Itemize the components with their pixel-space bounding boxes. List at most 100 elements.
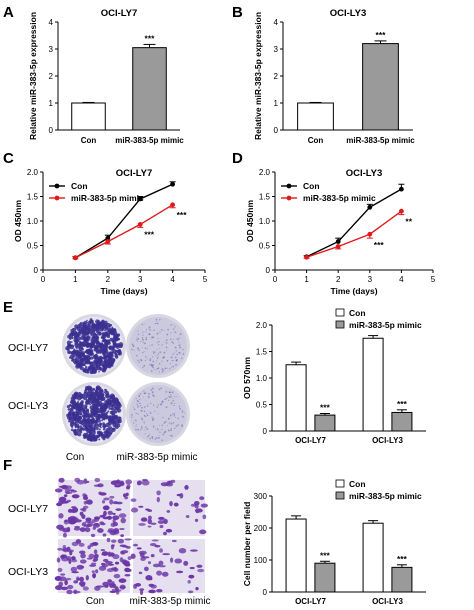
plate-ly7-con-colony: [94, 364, 99, 369]
plate-ly7-mimic-colony: [157, 367, 160, 369]
plate-ly3-mimic-colony: [136, 424, 137, 425]
chart-c-point-con: [137, 196, 143, 202]
plate-ly7-con-colony: [108, 351, 114, 357]
plate-ly3-con-colony: [74, 424, 77, 428]
plate-ly3-mimic-colony: [170, 401, 172, 404]
plate-ly3-con-colony: [111, 405, 114, 408]
plate-ly7-mimic-colony: [150, 363, 153, 366]
micrograph-ly7-mimic-cell: [163, 531, 167, 536]
micrograph-ly3-con-cell: [73, 589, 78, 595]
micrograph-ly3-mimic-cell: [159, 548, 163, 553]
chart-d-point-mir-383-5p-mimic: [335, 244, 341, 249]
chart-c-y-tick-label: 0.5: [27, 242, 39, 251]
plate-ly7-con-colony: [98, 331, 102, 335]
plate-ly7-con-colony: [99, 327, 104, 332]
plate-col-label-con: Con: [66, 452, 84, 463]
plate-ly3-mimic-colony: [151, 437, 154, 439]
plate-ly3-mimic-colony: [138, 396, 140, 398]
plate-ly7-con-colony: [103, 353, 106, 356]
chart-b-x-tick-label: miR-383-5p mimic: [346, 136, 415, 145]
plate-ly7-mimic-colony: [145, 338, 147, 341]
chart-f-legend-label-con: Con: [349, 479, 366, 489]
plate-ly3-con-colony: [76, 428, 81, 433]
plate-ly3-mimic-colony: [168, 399, 170, 401]
plate-ly3-mimic-colony: [154, 428, 156, 430]
chart-d-significance-label: ***: [374, 240, 385, 250]
micrograph-ly3-mimic-cell: [176, 570, 184, 574]
micrograph-ly7-mimic-cell: [195, 510, 200, 514]
plate-ly3-con-colony: [113, 406, 117, 409]
micrograph-ly3-con-cell: [80, 553, 86, 559]
plate-ly7-con-colony: [114, 353, 119, 358]
plate-ly7-mimic-colony: [178, 351, 181, 354]
plate-ly3-con-colony: [94, 423, 99, 428]
plate-ly7-mimic-colony: [172, 353, 174, 355]
plate-ly7-mimic-colony: [174, 326, 176, 328]
plate-ly7-mimic-colony: [146, 348, 148, 350]
plate-ly3-con-colony: [106, 403, 111, 408]
micrograph-ly3-mimic-cell: [139, 552, 145, 558]
plate-ly7-con-colony: [93, 335, 96, 339]
plate-ly3-mimic-colony: [172, 391, 174, 393]
chart-c-legend-label-con: Con: [71, 181, 88, 191]
plate-ly7-mimic-colony: [143, 351, 145, 353]
plate-ly3-mimic-colony: [135, 397, 137, 400]
chart-c-y-tick-label: 1.0: [27, 217, 39, 226]
chart-a-y-tick-label: 1: [49, 99, 54, 108]
plate-ly3-mimic-colony: [143, 414, 146, 417]
plate-ly7-con-colony: [113, 336, 118, 342]
micrograph-ly3-mimic-cell: [148, 589, 156, 594]
plate-ly3-mimic-colony: [163, 422, 166, 424]
micrograph-ly3-mimic-cell: [147, 561, 152, 565]
plate-ly7-con-colony: [79, 366, 84, 371]
plate-ly7-con-colony: [77, 343, 82, 348]
plate-ly3-con-colony: [102, 393, 105, 396]
plate-ly3-mimic-colony: [137, 401, 139, 403]
plate-ly7-mimic-colony: [179, 352, 181, 354]
micrograph-ly3-mimic-cell: [171, 539, 177, 543]
chart-c-point-mir-383-5p-mimic: [73, 255, 78, 261]
micrograph-ly7-con-cell: [79, 508, 86, 511]
chart-c-x-tick-label: 2: [106, 275, 111, 284]
plate-ly3-con-colony: [105, 416, 108, 419]
plate-ly7-mimic-colony: [169, 338, 172, 341]
plate-ly3-con-colony: [75, 404, 80, 409]
micrograph-ly7-con-cell: [64, 519, 68, 523]
plate-ly3-mimic-colony: [148, 411, 150, 413]
plate-ly7-mimic-colony: [141, 337, 144, 339]
micrograph-ly7-mimic-cell: [140, 517, 148, 522]
plate-ly3-mimic-colony: [149, 437, 152, 440]
micrograph-ly3-con-cell: [61, 547, 68, 552]
chart-c-y-tick-label: 2.0: [27, 168, 39, 177]
plate-ly3-mimic-colony: [131, 414, 133, 416]
plate-ly7-con-colony: [109, 357, 113, 361]
plate-ly7-mimic-colony: [156, 322, 159, 325]
plate-ly7-mimic-colony: [155, 362, 157, 363]
micrograph-ly7-mimic-cell: [169, 500, 173, 507]
plate-ly7-con-colony: [82, 335, 88, 340]
chart-d-y-tick-label: 0.5: [259, 242, 271, 251]
plate-ly3-mimic-colony: [168, 422, 171, 424]
plate-ly3-mimic-colony: [164, 398, 166, 401]
plate-ly3-con-colony: [113, 404, 116, 406]
micrograph-ly3-mimic-cell: [148, 577, 153, 581]
plate-ly7-con-colony: [95, 346, 99, 350]
plate-ly7-con-colony: [115, 344, 119, 348]
plate-ly3-mimic-colony: [181, 425, 184, 427]
plate-ly7-con-colony: [77, 362, 83, 368]
chart-d-line-mir-383-5p-mimic: [306, 210, 402, 258]
plate-ly3-mimic-colony: [136, 399, 139, 402]
plate-ly7-mimic-colony: [171, 357, 173, 359]
chart-c-line-mir-383-5p-mimic: [75, 204, 173, 259]
plate-ly7-mimic-colony: [144, 347, 147, 349]
plate-ly7-mimic-colony: [176, 353, 178, 356]
micrograph-ly3-mimic-field: [133, 539, 205, 593]
plate-ly3-con-colony: [105, 393, 110, 399]
chart-c-significance-label: ***: [177, 210, 188, 220]
migration-micrographs-photo: OCI-LY7 OCI-LY3 Con miR-383-5p mimic: [8, 477, 211, 607]
plate-ly7-con-colony: [106, 361, 111, 365]
plate-ly3-mimic-colony: [137, 428, 140, 431]
plate-ly7-mimic-colony: [152, 336, 155, 339]
plate-ly7-mimic-colony: [165, 339, 168, 341]
